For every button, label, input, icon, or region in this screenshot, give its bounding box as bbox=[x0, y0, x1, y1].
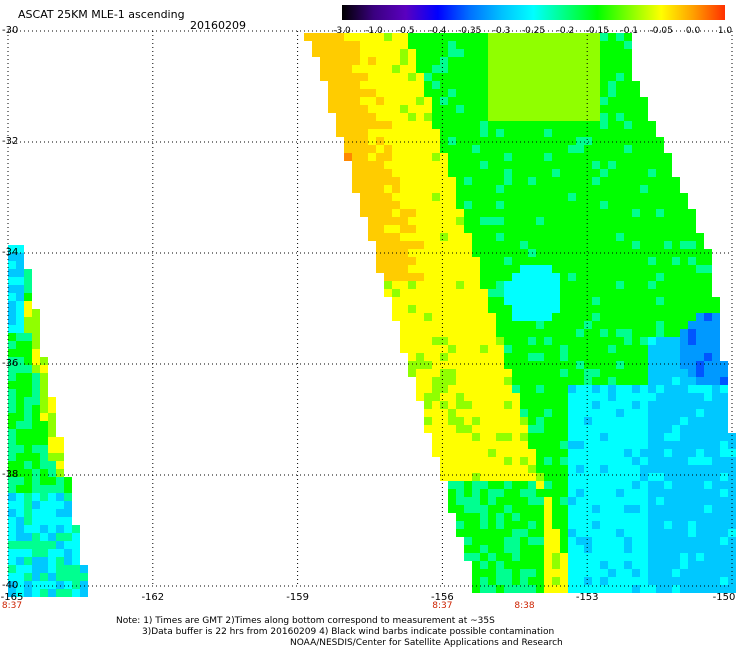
product-title: ASCAT 25KM MLE-1 ascending bbox=[18, 8, 185, 21]
scatterometer-swath-west bbox=[8, 245, 88, 597]
longitude-label: -165 bbox=[0, 592, 24, 603]
colorbar bbox=[342, 5, 725, 20]
colorbar-label: -0.2 bbox=[556, 26, 575, 36]
lat-lon-grid bbox=[7, 30, 733, 587]
colorbar-label: -0.25 bbox=[521, 26, 546, 36]
latitude-label: -34 bbox=[2, 247, 19, 258]
colorbar-label: -0.1 bbox=[620, 26, 639, 36]
note-line-2: 3)Data buffer is 22 hrs from 20160209 4)… bbox=[142, 627, 555, 637]
time-label: 8:37 bbox=[432, 601, 453, 611]
colorbar-label: -3.0 bbox=[333, 26, 351, 36]
product-date: 20160209 bbox=[190, 19, 246, 32]
colorbar-gradient bbox=[342, 5, 725, 20]
colorbar-label: -0.15 bbox=[585, 26, 609, 36]
colorbar-label: -0.3 bbox=[492, 26, 511, 36]
time-label: 8:37 bbox=[1, 601, 23, 611]
latitude-label: -36 bbox=[2, 358, 19, 369]
latitude-label: -32 bbox=[2, 136, 19, 147]
note-line-1: Note: 1) Times are GMT 2)Times along bot… bbox=[116, 616, 495, 626]
colorbar-label: -1.0 bbox=[365, 26, 383, 36]
colorbar-label: -0.5 bbox=[397, 26, 415, 36]
time-label: 8:38 bbox=[514, 601, 535, 611]
colorbar-label: -0.05 bbox=[649, 26, 673, 36]
colorbar-label: -0.4 bbox=[428, 26, 447, 36]
latitude-label: -30 bbox=[2, 25, 19, 36]
longitude-label: -150 bbox=[712, 592, 736, 603]
longitude-label: -162 bbox=[141, 592, 165, 603]
latitude-label: -40 bbox=[2, 580, 19, 591]
latitude-label: -38 bbox=[2, 469, 19, 480]
note-line-3: NOAA/NESDIS/Center for Satellite Applica… bbox=[290, 638, 563, 648]
longitude-label: -153 bbox=[575, 592, 599, 603]
scatterometer-swath-main bbox=[304, 33, 736, 593]
longitude-label: -159 bbox=[286, 592, 309, 603]
colorbar-label: -0.35 bbox=[458, 26, 482, 36]
colorbar-label: 0.0 bbox=[685, 26, 701, 36]
longitude-label: -156 bbox=[431, 592, 454, 603]
